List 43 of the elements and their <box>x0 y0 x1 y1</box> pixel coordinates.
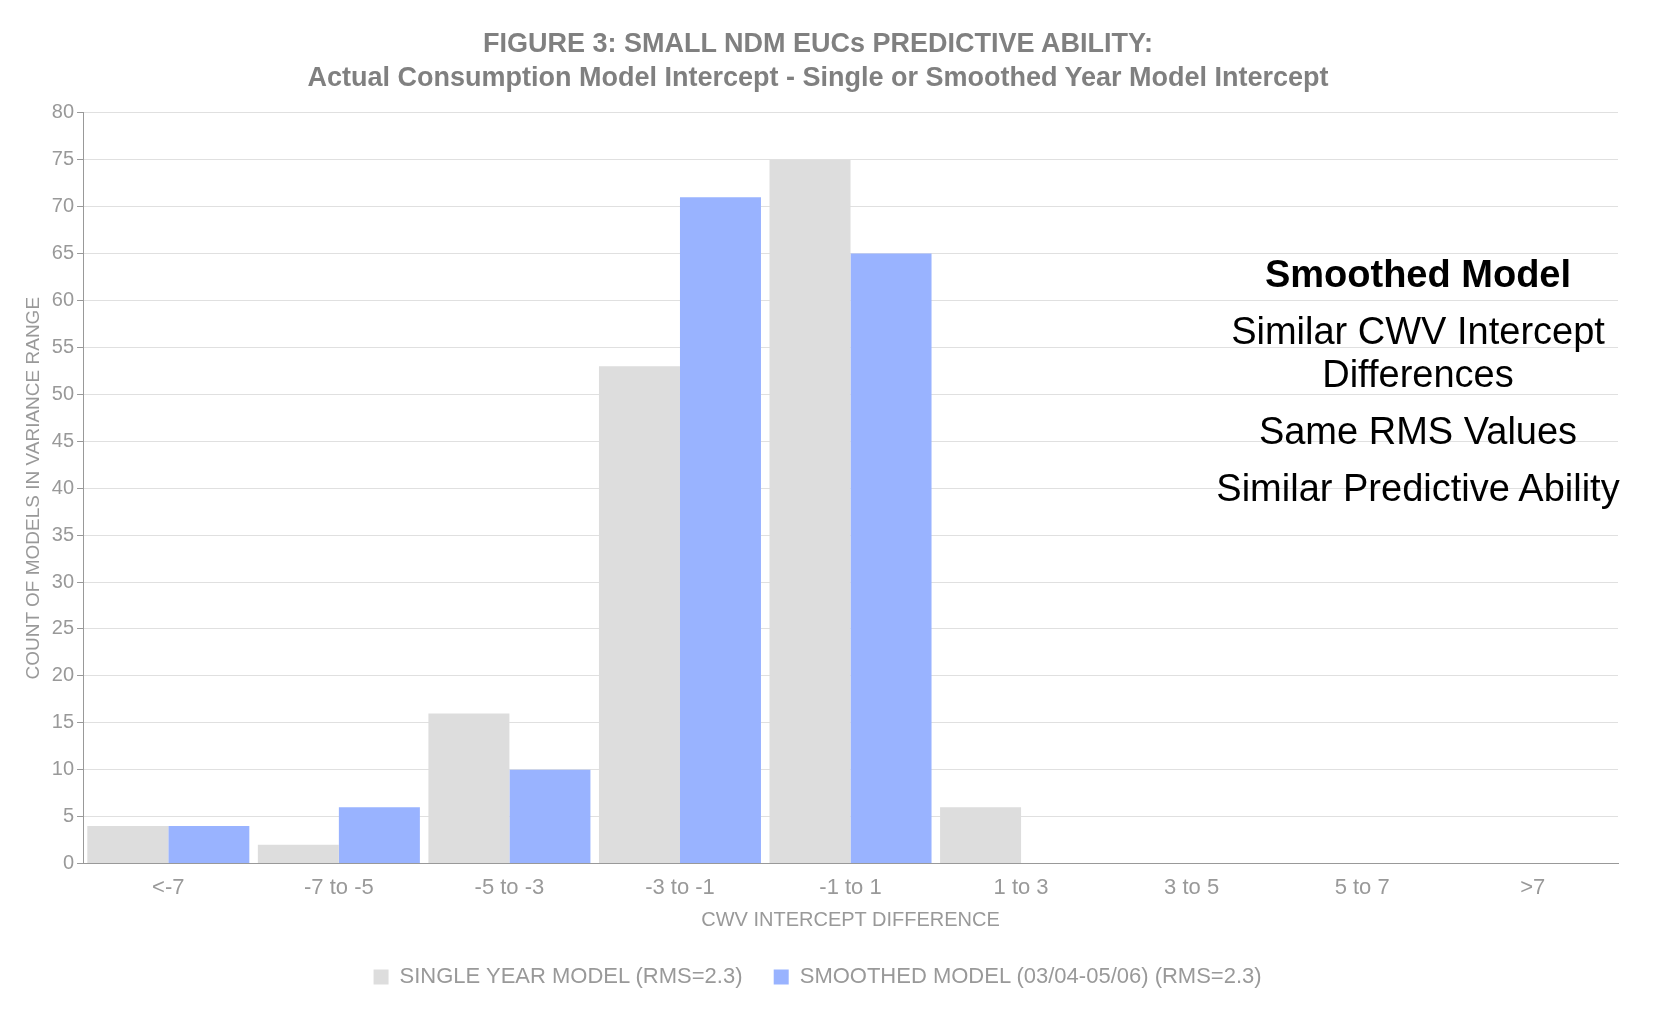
x-tick-label: 3 to 5 <box>1164 873 1220 899</box>
y-tick-label: 15 <box>51 710 75 733</box>
y-tick-label: 35 <box>51 522 75 545</box>
y-tick-label: 5 <box>62 804 75 827</box>
bar <box>679 197 761 864</box>
x-tick-label: -1 to 1 <box>819 873 882 899</box>
y-tick-label: 20 <box>51 663 75 686</box>
annotation: Similar CWV Intercept Differences <box>1230 310 1606 396</box>
y-tick-label: 30 <box>51 569 75 592</box>
bar <box>168 826 250 864</box>
y-tick-label: 0 <box>62 851 75 874</box>
x-tick-label: 1 to 3 <box>993 873 1049 899</box>
y-tick-label: 25 <box>51 616 75 639</box>
legend-label: SMOOTHED MODEL (03/04-05/06) (RMS=2.3) <box>799 963 1262 989</box>
chart-subtitle: Actual Consumption Model Intercept - Single or Smoothed Year Model Intercept <box>307 62 1329 93</box>
legend-label: SINGLE YEAR MODEL (RMS=2.3) <box>399 963 743 989</box>
x-tick-label: -5 to -3 <box>474 873 545 899</box>
y-tick-label: 75 <box>51 147 75 170</box>
bar <box>257 844 339 864</box>
y-tick-label: 55 <box>51 334 75 357</box>
y-axis-title: COUNT OF MODELS IN VARIANCE RANGE <box>21 296 43 680</box>
chart-title: FIGURE 3: SMALL NDM EUCs PREDICTIVE ABILITY: <box>482 27 1154 58</box>
x-tick-label: <-7 <box>152 873 185 899</box>
bar <box>338 807 420 864</box>
annotation: Smoothed Model <box>1263 253 1573 296</box>
x-tick-label: >7 <box>1520 873 1546 899</box>
y-tick-label: 65 <box>51 241 75 264</box>
x-tick-label: -7 to -5 <box>304 873 374 899</box>
x-axis-title: CWV INTERCEPT DIFFERENCE <box>701 907 1000 930</box>
x-tick-label: -3 to -1 <box>645 873 715 899</box>
bar <box>509 769 591 864</box>
x-tick-label: 5 to 7 <box>1334 873 1390 899</box>
bar <box>87 826 169 864</box>
y-tick-label: 10 <box>51 757 75 780</box>
y-tick-label: 70 <box>51 194 75 217</box>
annotation: Similar Predictive Ability <box>1215 467 1621 510</box>
y-tick-label: 50 <box>51 381 75 404</box>
y-tick-label: 80 <box>51 100 75 123</box>
annotation: Same RMS Values <box>1257 410 1579 453</box>
bar <box>850 253 932 864</box>
y-tick-label: 40 <box>51 475 75 498</box>
y-tick-label: 45 <box>51 428 75 451</box>
y-tick-label: 60 <box>51 288 75 311</box>
